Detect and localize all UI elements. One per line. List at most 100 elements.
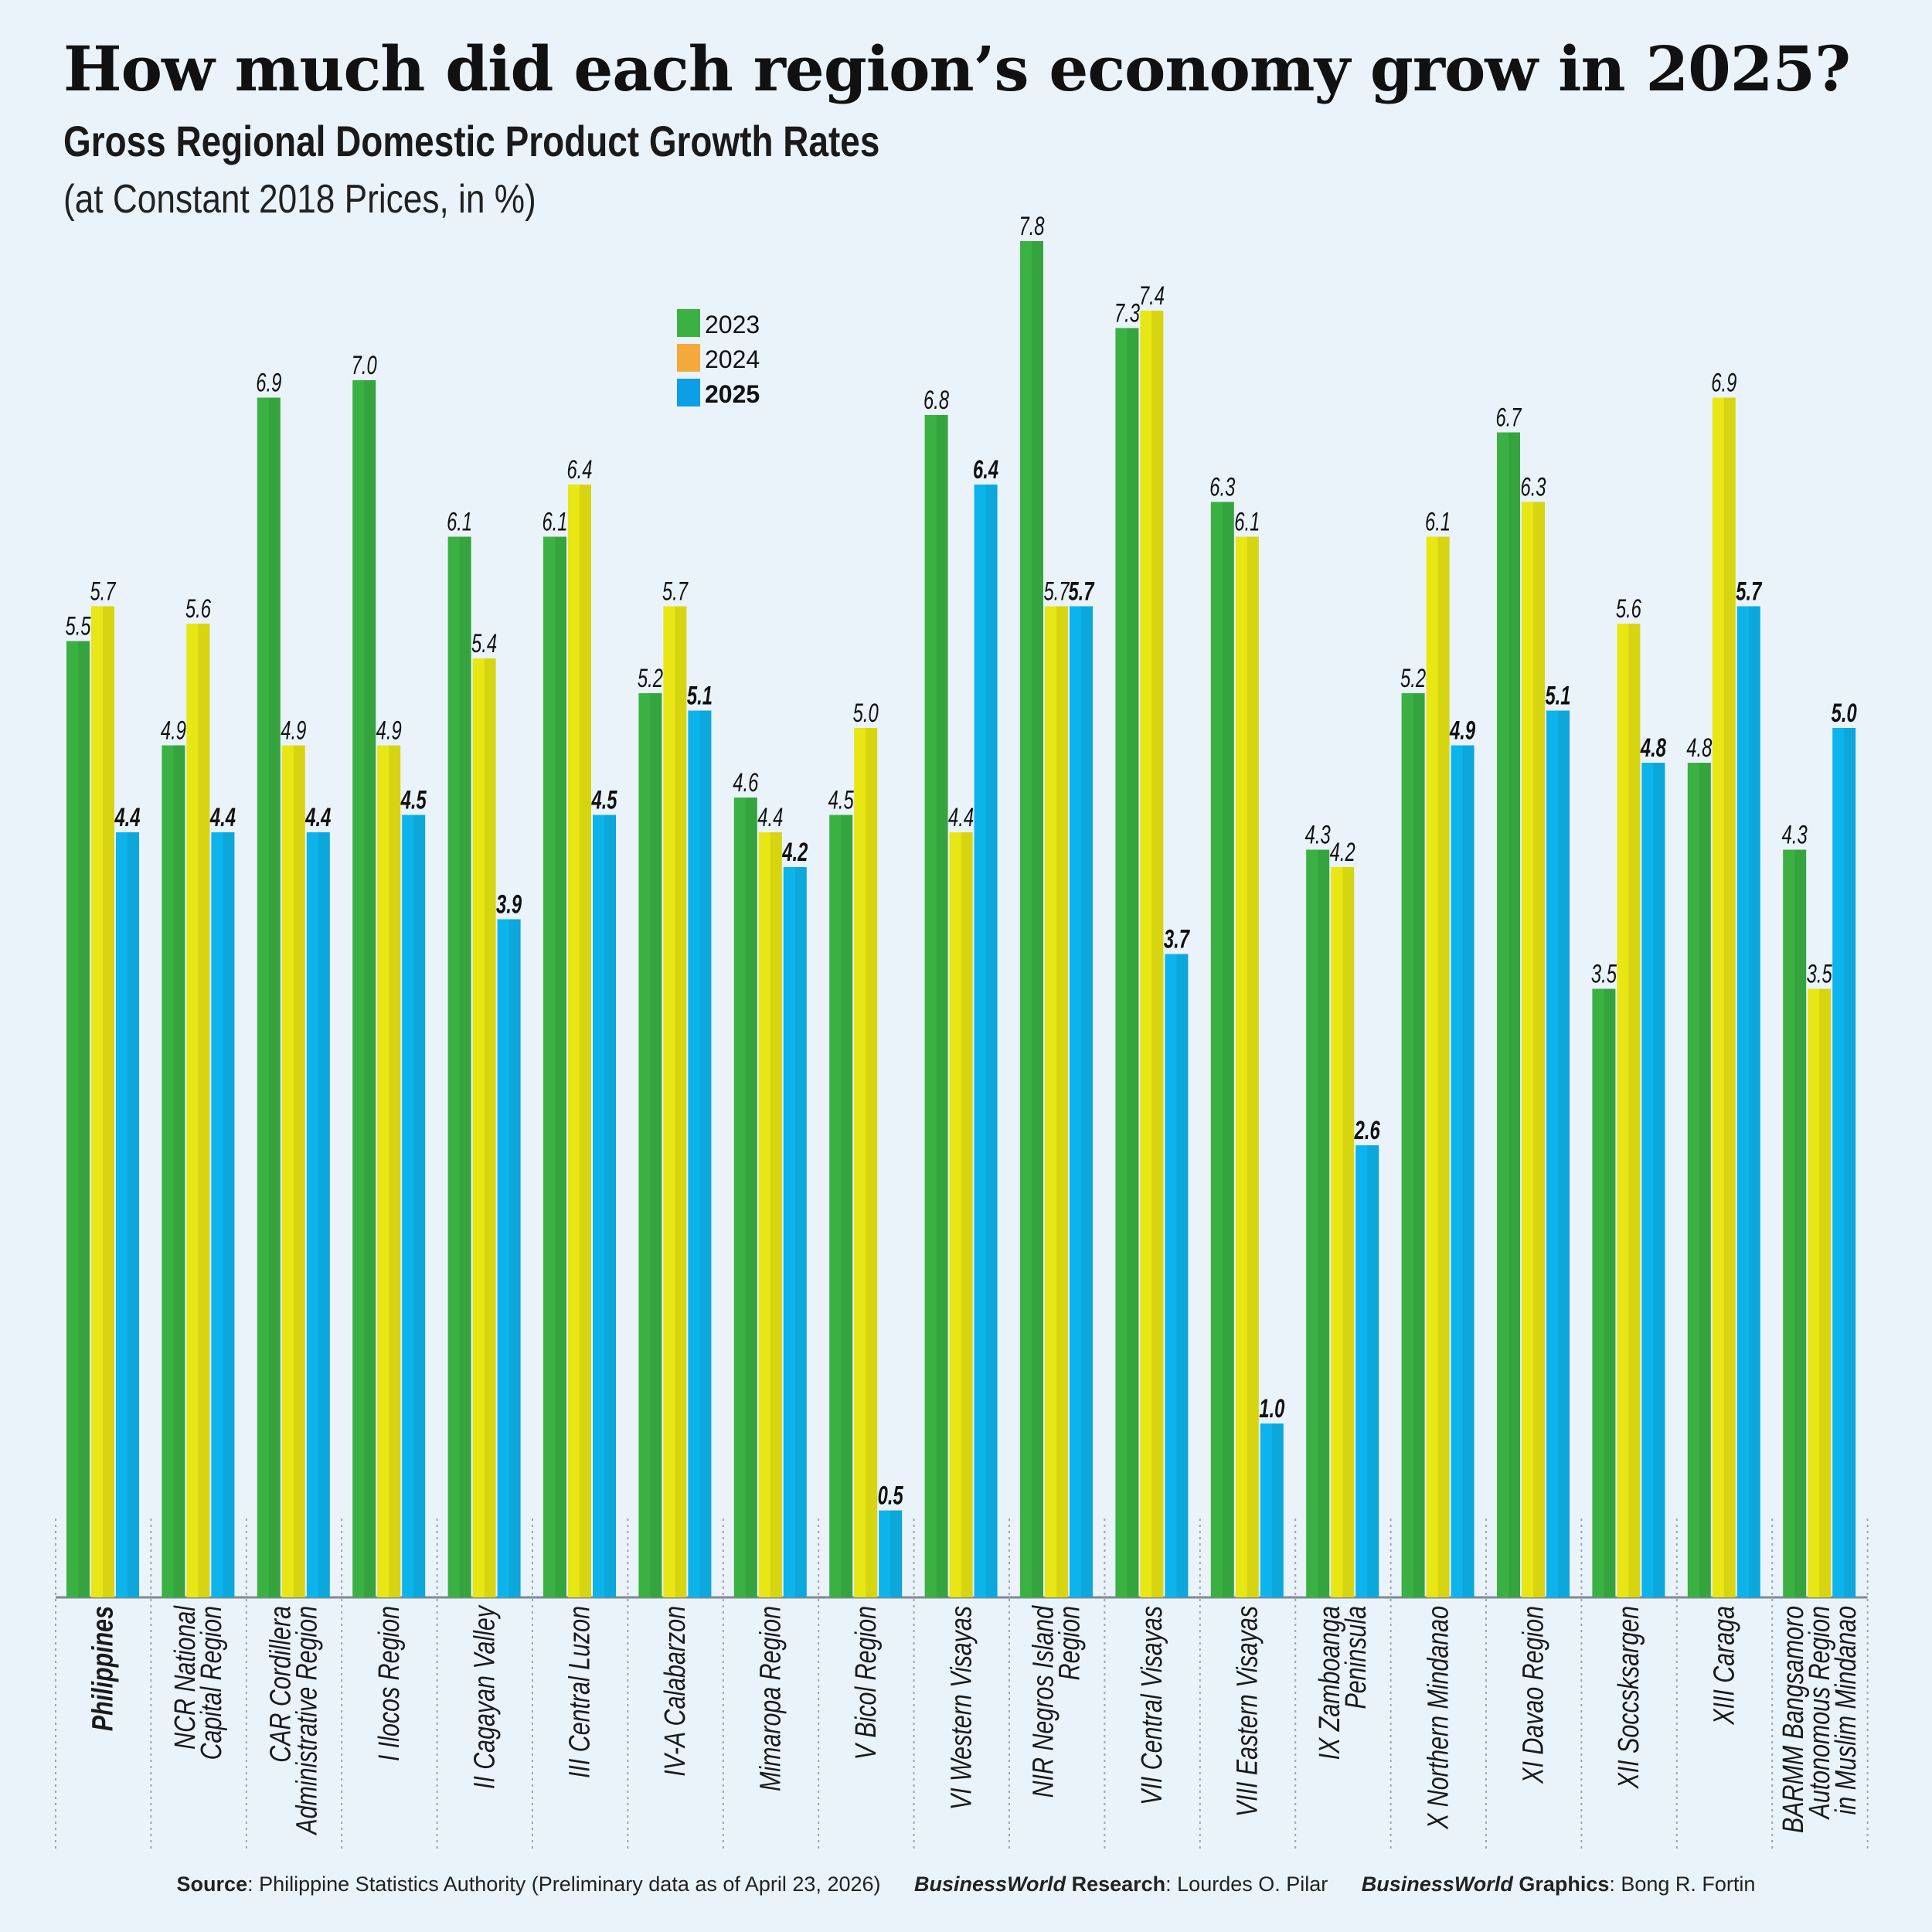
bar-shade (1127, 328, 1139, 1597)
data-label: 3.5 (1807, 959, 1833, 988)
bar-2023 (1020, 241, 1043, 1597)
data-label: 6.3 (1209, 472, 1236, 502)
category-label: II Cagayan Valley (468, 1604, 501, 1789)
bar-2023 (257, 397, 281, 1597)
bar-shade (1413, 693, 1425, 1597)
chart-subtitle: Gross Regional Domestic Product Growth R… (63, 117, 880, 165)
bar-2024 (949, 832, 973, 1597)
data-label: 4.4 (304, 803, 331, 832)
bar-shade (770, 832, 782, 1597)
data-label: 3.7 (1164, 924, 1190, 954)
bar-2024 (186, 624, 210, 1597)
legend-swatch-2025 (677, 379, 700, 406)
category-label: in Muslim Mindanao (1830, 1606, 1862, 1815)
bar-shade (413, 815, 426, 1597)
bar-2025 (1832, 728, 1856, 1597)
bar-2024 (1712, 397, 1736, 1597)
category-label: NCR National (169, 1605, 202, 1750)
source-text: : Philippine Statistics Authority (Preli… (247, 1872, 881, 1896)
category-label: VII Central Visayas (1136, 1606, 1168, 1805)
research-text: : Lourdes O. Pilar (1165, 1872, 1328, 1896)
data-label: 4.6 (733, 768, 759, 798)
legend-label: 2023 (705, 311, 760, 338)
bar-2023 (924, 415, 948, 1597)
brand-name: BusinessWorld (914, 1872, 1066, 1896)
bar-shade (389, 745, 401, 1597)
bar-shade (745, 798, 757, 1597)
source-credit: Source: Philippine Statistics Authority … (177, 1872, 881, 1896)
data-label: 6.1 (447, 507, 472, 536)
data-label: 4.9 (376, 716, 402, 745)
data-label: 5.5 (65, 611, 91, 641)
bar-shade (841, 815, 853, 1597)
source-label: Source (176, 1872, 248, 1896)
bar-2024 (377, 745, 401, 1597)
bar-2023 (1687, 763, 1711, 1597)
bar-shade (364, 380, 376, 1597)
bar-shade (580, 485, 591, 1597)
data-label: 6.1 (1425, 507, 1451, 536)
research-label: Research (1066, 1872, 1166, 1896)
bar-shade (1723, 397, 1736, 1597)
bar-shade (936, 415, 948, 1597)
bar-2025 (783, 867, 807, 1597)
bar-shade (1533, 502, 1545, 1597)
bar-shade (459, 536, 471, 1597)
bar-shade (223, 832, 235, 1597)
data-label: 5.7 (1068, 577, 1094, 606)
bar-shade (1699, 763, 1711, 1597)
bar-2023 (352, 380, 376, 1597)
bar-2023 (1592, 988, 1616, 1597)
bar-shade (173, 745, 185, 1597)
category-label: VIII Eastern Visayas (1231, 1606, 1264, 1817)
data-label: 4.5 (591, 785, 617, 815)
bar-shade (1558, 710, 1570, 1597)
data-label: 7.4 (1139, 281, 1165, 311)
data-label: 6.8 (923, 386, 950, 415)
bar-chart: 5.5 5.7 4.4 Philippines 4.9 5.6 4.4 NCR Nationa… (55, 212, 1869, 1851)
category-label: VI Western Visayas (945, 1606, 978, 1810)
bar-shade (1437, 536, 1450, 1597)
graphics-credit: BusinessWorld Graphics: Bong R. Fortin (1362, 1872, 1756, 1896)
bar-2023 (733, 798, 757, 1597)
unit-note: (at Constant 2018 Prices, in %) (63, 177, 536, 222)
bar-shade (1081, 606, 1093, 1597)
bar-shade (604, 815, 616, 1597)
data-label: 4.9 (281, 716, 306, 745)
category-label: CAR Cordillera (264, 1606, 297, 1763)
bar-2025 (497, 919, 521, 1597)
data-label: 6.4 (973, 455, 998, 485)
data-label: 4.9 (1449, 716, 1475, 745)
data-label: 4.8 (1686, 733, 1713, 763)
chart-title: How much did each region’s economy grow … (63, 32, 1851, 105)
bar-2024 (1808, 988, 1832, 1597)
category-label: XIII Caraga (1708, 1606, 1740, 1726)
bar-shade (1247, 536, 1259, 1597)
bar-2024 (1045, 606, 1068, 1597)
data-label: 0.5 (878, 1481, 904, 1510)
data-label: 6.9 (256, 368, 281, 397)
category-label: III Central Luzon (564, 1606, 597, 1778)
data-label: 6.7 (1495, 403, 1522, 432)
category-label: V Bicol Region (850, 1606, 883, 1760)
bar-shade (1032, 241, 1043, 1597)
bar-shade (1318, 849, 1330, 1597)
bar-2025 (879, 1510, 903, 1597)
bar-shade (1271, 1423, 1284, 1597)
bar-shade (675, 606, 687, 1597)
bar-shade (78, 641, 90, 1597)
category-label: Region (1054, 1606, 1087, 1680)
bar-shade (1653, 763, 1665, 1597)
data-label: 5.7 (1043, 577, 1070, 606)
bar-2025 (211, 832, 235, 1597)
bar-2023 (1115, 328, 1139, 1597)
bar-shade (268, 397, 281, 1597)
category-label: XI Davao Region (1518, 1606, 1550, 1784)
bar-2023 (1306, 849, 1330, 1597)
bar-2023 (447, 536, 471, 1597)
bar-shade (650, 693, 662, 1597)
data-label: 4.9 (161, 716, 186, 745)
bar-2024 (1235, 536, 1259, 1597)
legend-swatch-2024 (677, 344, 700, 372)
bar-shade (1819, 988, 1832, 1597)
